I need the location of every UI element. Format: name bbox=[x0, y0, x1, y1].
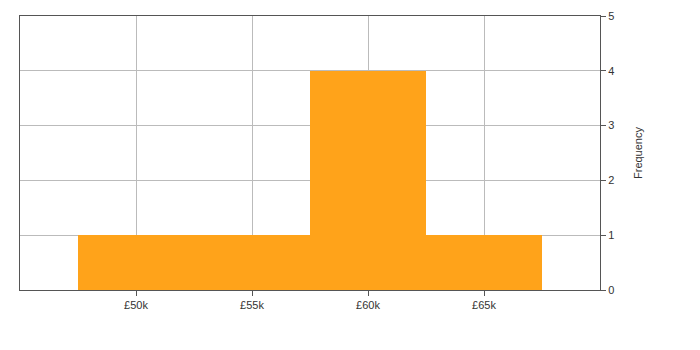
svg-text:3: 3 bbox=[608, 119, 614, 131]
svg-text:2: 2 bbox=[608, 174, 614, 186]
svg-text:Frequency: Frequency bbox=[632, 127, 644, 179]
svg-text:£55k: £55k bbox=[240, 299, 264, 311]
svg-text:4: 4 bbox=[608, 65, 614, 77]
svg-text:1: 1 bbox=[608, 229, 614, 241]
svg-text:0: 0 bbox=[608, 284, 614, 296]
svg-text:£65k: £65k bbox=[472, 299, 496, 311]
svg-text:5: 5 bbox=[608, 10, 614, 22]
svg-text:£50k: £50k bbox=[124, 299, 148, 311]
svg-text:£60k: £60k bbox=[356, 299, 380, 311]
